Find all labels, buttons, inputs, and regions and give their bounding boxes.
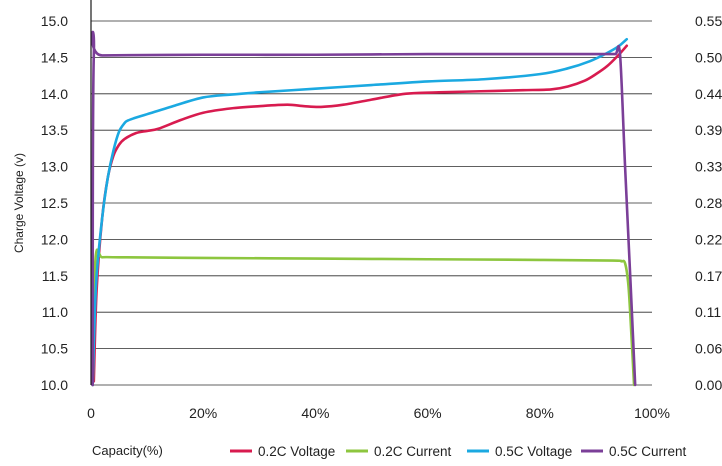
y2-tick-label: 0.50 xyxy=(695,49,722,65)
legend: 0.2C Voltage 0.2C Current 0.5C Voltage 0.5C… xyxy=(230,444,687,459)
legend-item: 0.2C Voltage xyxy=(230,444,335,459)
series-line-3 xyxy=(91,37,629,387)
y-tick-label: 11.5 xyxy=(42,268,68,284)
x-tick-label: 80% xyxy=(526,405,554,421)
y2-tick-label: 0.39 xyxy=(695,122,722,138)
y2-tick-label: 0.11 xyxy=(695,304,721,320)
y2-tick-label: 0.28 xyxy=(695,195,722,211)
legend-label: 0.5C Current xyxy=(609,444,687,459)
x-tick-label: 40% xyxy=(301,405,329,421)
y-tick-label: 13.0 xyxy=(41,159,68,175)
x-tick-label: 20% xyxy=(189,405,217,421)
y-axis-label: Charge Voltage (v) xyxy=(12,153,26,253)
axes xyxy=(90,0,92,385)
series-layer xyxy=(90,30,637,387)
y2-tick-label: 0.22 xyxy=(695,231,722,247)
legend-item: 0.2C Current xyxy=(346,444,452,459)
y2-tick-label: 0.17 xyxy=(695,268,722,284)
x-tick-label: 0 xyxy=(87,405,95,421)
legend-item: 0.5C Current xyxy=(581,444,687,459)
y2-tick-label: 0.06 xyxy=(695,341,722,357)
y-tick-label: 10.0 xyxy=(41,377,68,393)
y-tick-label: 15.0 xyxy=(41,13,68,29)
y-tick-label: 10.5 xyxy=(41,341,68,357)
series-line-1 xyxy=(92,44,629,383)
legend-label: 0.2C Current xyxy=(374,444,452,459)
x-tick-label: 60% xyxy=(414,405,442,421)
legend-item: 0.5C Voltage xyxy=(467,444,572,459)
y-tick-label: 11.0 xyxy=(42,304,68,320)
y-tick-label: 12.5 xyxy=(41,195,68,211)
y-tick-label: 14.0 xyxy=(41,86,68,102)
legend-label: 0.2C Voltage xyxy=(258,444,335,459)
right-y-ticks: 0.00 0.06 0.11 0.17 0.22 0.28 0.33 0.39 0.44 0.50… xyxy=(695,13,722,393)
y-tick-label: 13.5 xyxy=(41,122,68,138)
left-y-ticks: 10.0 10.5 11.0 11.5 12.0 12.5 13.0 13.5 14.0 14.5… xyxy=(41,13,68,393)
series-line-4 xyxy=(90,30,637,387)
y2-tick-label: 0.44 xyxy=(695,86,722,102)
legend-label: 0.5C Voltage xyxy=(495,444,572,459)
x-axis-label: Capacity(%) xyxy=(92,443,163,458)
y-tick-label: 14.5 xyxy=(41,49,68,65)
y2-tick-label: 0.00 xyxy=(695,377,722,393)
gridlines xyxy=(91,20,652,386)
x-ticks: 0 20% 40% 60% 80% 100% xyxy=(87,405,670,421)
series-line-2 xyxy=(91,248,636,387)
x-tick-label: 100% xyxy=(634,405,670,421)
y-tick-label: 12.0 xyxy=(41,231,68,247)
y2-tick-label: 0.33 xyxy=(695,159,722,175)
y2-tick-label: 0.55 xyxy=(695,13,722,29)
